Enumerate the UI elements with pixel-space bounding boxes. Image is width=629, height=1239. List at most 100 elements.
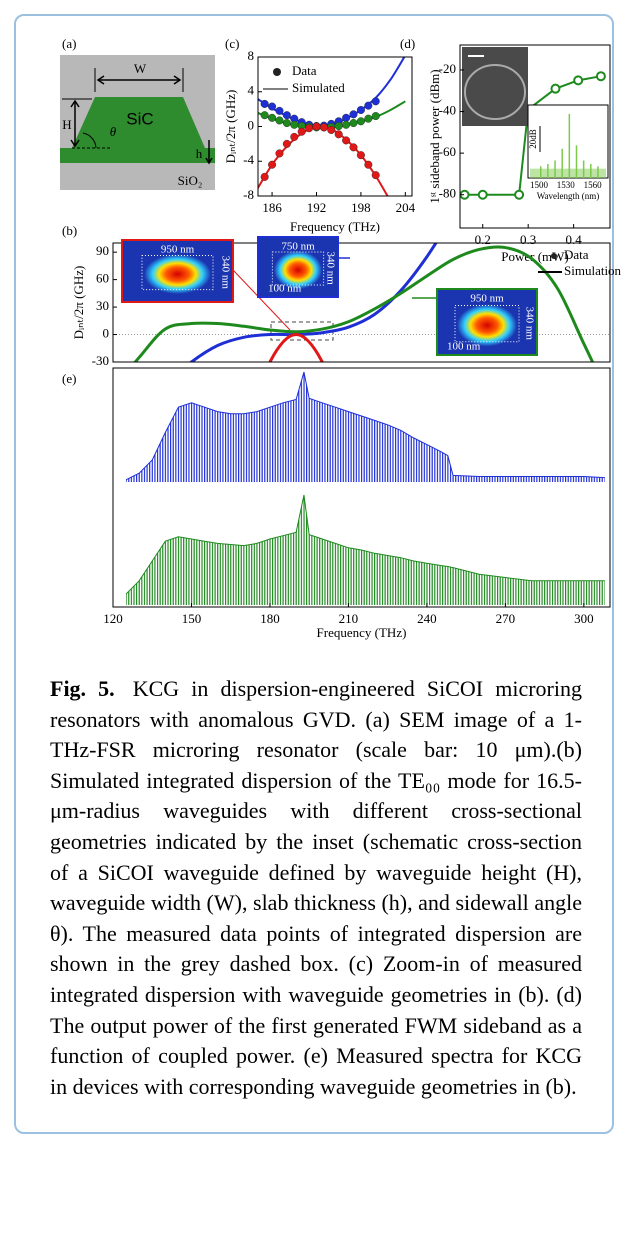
spectrum-envelope bbox=[125, 494, 605, 595]
data-point bbox=[573, 75, 584, 86]
plot-frame bbox=[459, 44, 611, 229]
material-label: SiC bbox=[126, 109, 153, 128]
x-tick-label: 240 bbox=[417, 611, 437, 626]
pointer bbox=[232, 269, 291, 331]
y-tick-label: 0 bbox=[103, 326, 110, 341]
y-axis-label: 1ˢᵗ sideband power (dBm) bbox=[427, 69, 442, 203]
data-point bbox=[275, 149, 284, 158]
spectrum-envelope bbox=[125, 371, 605, 481]
panel-label: (a) bbox=[62, 36, 76, 51]
dispersion-line bbox=[133, 245, 595, 362]
x-tick-label: 198 bbox=[351, 200, 371, 215]
arrow-head bbox=[70, 99, 80, 108]
data-point bbox=[349, 143, 358, 152]
y-tick-label: -80 bbox=[439, 186, 456, 201]
sem-image bbox=[462, 47, 528, 126]
x-tick-label: 192 bbox=[307, 200, 327, 215]
inset-width: 950 nm bbox=[161, 244, 195, 256]
inset-x-label: Wavelength (nm) bbox=[537, 191, 600, 201]
width-label: W bbox=[134, 61, 147, 76]
x-tick-label: 120 bbox=[103, 611, 123, 626]
legend-label: Data bbox=[292, 63, 317, 78]
y-tick-label: 30 bbox=[96, 298, 109, 313]
legend-label: Data bbox=[564, 247, 589, 262]
y-tick-label: 4 bbox=[248, 83, 255, 98]
x-axis-label: Frequency (THz) bbox=[290, 219, 380, 234]
y-tick-label: -8 bbox=[243, 187, 254, 202]
data-point bbox=[371, 171, 380, 180]
inset-width: 950 nm bbox=[470, 293, 504, 305]
data-point bbox=[282, 111, 291, 120]
y-tick-label: -20 bbox=[439, 61, 456, 76]
data-point bbox=[550, 83, 561, 94]
legend-marker bbox=[273, 68, 281, 76]
spectrum-inset bbox=[527, 104, 609, 179]
data-point bbox=[282, 119, 291, 128]
data-point bbox=[282, 139, 291, 148]
x-tick-label: 210 bbox=[339, 611, 359, 626]
inset-slab: 100 nm bbox=[447, 341, 481, 353]
panel-label: (c) bbox=[225, 36, 239, 51]
caption-label: Fig. 5. bbox=[50, 676, 115, 701]
data-point bbox=[349, 110, 358, 119]
y-tick-label: -40 bbox=[439, 103, 456, 118]
data-point bbox=[260, 99, 269, 108]
y-axis-label: Dᵢₙₜ/2π (GHz) bbox=[223, 90, 238, 164]
inset-height: 340 nm bbox=[219, 256, 231, 290]
x-tick-label: 0.4 bbox=[566, 232, 583, 247]
inset-scale-label: 20dB bbox=[528, 129, 538, 149]
data-point bbox=[595, 71, 606, 82]
x-tick-label: 0.2 bbox=[475, 232, 491, 247]
data-point bbox=[364, 101, 373, 110]
y-axis-label: Dᵢₙₜ/2π (GHz) bbox=[71, 266, 86, 340]
data-point bbox=[364, 160, 373, 169]
inset-height: 340 nm bbox=[324, 252, 336, 286]
arrow-head bbox=[70, 139, 80, 148]
noise-floor bbox=[530, 168, 606, 178]
data-point bbox=[268, 102, 277, 111]
y-tick-label: 90 bbox=[96, 243, 109, 258]
data-point bbox=[342, 136, 351, 145]
data-point bbox=[312, 122, 321, 131]
x-tick-label: 300 bbox=[574, 611, 594, 626]
data-point bbox=[319, 123, 328, 132]
data-point bbox=[356, 117, 365, 126]
frame bbox=[14, 14, 614, 1134]
plot-frame bbox=[112, 367, 611, 608]
legend-label: Simulated bbox=[292, 80, 345, 95]
data-point bbox=[290, 132, 299, 141]
data-point bbox=[334, 122, 343, 131]
data-point bbox=[371, 112, 380, 121]
sem-ring bbox=[464, 64, 526, 120]
inset-tick-label: 1500 bbox=[530, 180, 549, 190]
x-axis-label: Power (mW) bbox=[501, 249, 569, 264]
dispersion-line bbox=[268, 333, 324, 362]
y-tick-label: 0 bbox=[248, 117, 255, 132]
height-label: H bbox=[62, 117, 71, 132]
panel-label: (b) bbox=[62, 223, 77, 238]
schematic: (a) W SiC H θ h SiO₂ bbox=[60, 36, 215, 190]
mode-profile bbox=[144, 254, 211, 294]
x-tick-label: 204 bbox=[396, 200, 416, 215]
angle-label: θ bbox=[110, 124, 117, 139]
data-point bbox=[290, 120, 299, 129]
dispersion-line bbox=[189, 243, 438, 362]
panel-label: (d) bbox=[400, 36, 415, 51]
x-tick-label: 150 bbox=[182, 611, 202, 626]
inset-width: 750 nm bbox=[281, 241, 315, 253]
mode-profile bbox=[274, 250, 322, 290]
y-tick-label: -4 bbox=[243, 152, 254, 167]
legend-label: Simulation bbox=[564, 263, 622, 278]
y-tick-label: -60 bbox=[439, 144, 456, 159]
slab-label: h bbox=[196, 146, 203, 161]
data-point bbox=[268, 113, 277, 122]
caption: Fig. 5. KCG in dispersion-engineered SiCO… bbox=[50, 674, 582, 1102]
data-point bbox=[477, 189, 488, 200]
x-tick-label: 270 bbox=[496, 611, 516, 626]
y-tick-label: 60 bbox=[96, 271, 109, 286]
inset-tick-label: 1530 bbox=[557, 180, 576, 190]
data-point bbox=[349, 119, 358, 128]
caption-text: KCG in dispersion-engineered SiCOI micro… bbox=[50, 676, 582, 1099]
